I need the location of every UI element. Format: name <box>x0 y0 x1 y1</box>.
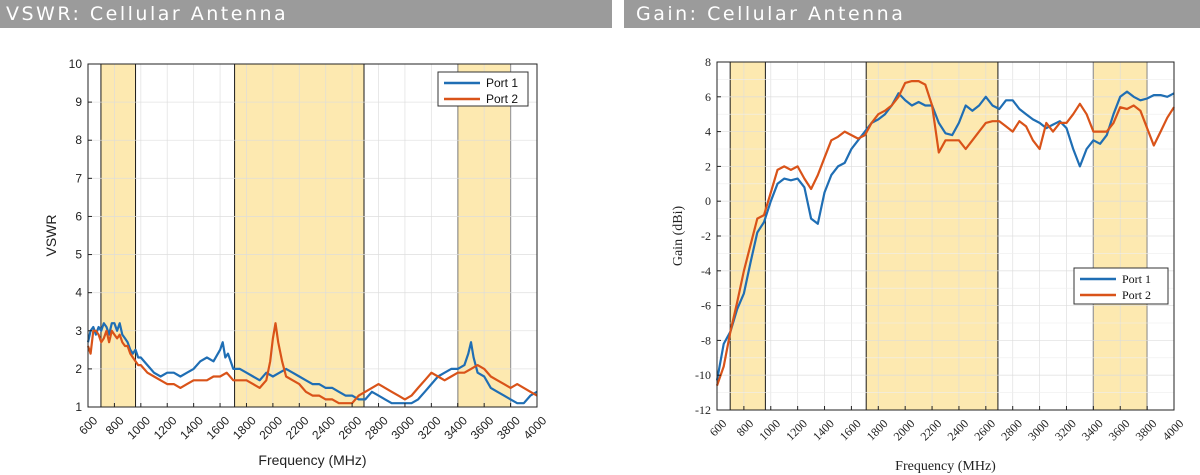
legend-box <box>437 71 529 107</box>
series-line-port-2 <box>86 322 538 405</box>
y-tick-label: -10 <box>695 368 711 382</box>
x-tick-label: 3200 <box>1052 416 1079 443</box>
x-tick-label: 1200 <box>151 413 180 442</box>
y-tick-label: 9 <box>75 95 82 109</box>
y-tick-label: -4 <box>701 264 711 278</box>
series-line-port-1 <box>86 322 538 405</box>
y-tick-label: -6 <box>701 299 711 313</box>
y-tick-label: 4 <box>705 125 711 139</box>
x-tick-label: 2200 <box>283 413 312 442</box>
x-tick-label: 1200 <box>783 416 810 443</box>
plot-frame <box>87 63 538 408</box>
x-tick-label: 1000 <box>124 413 153 442</box>
vswr-chart: 600 8001000120014001600180020002200240026… <box>43 57 550 468</box>
y-tick-label: 3 <box>75 324 82 338</box>
x-tick-label: 3800 <box>494 413 523 442</box>
x-tick-label: 4000 <box>1159 416 1186 443</box>
y-tick-label: -2 <box>701 229 711 243</box>
x-tick-label: 2800 <box>998 416 1025 443</box>
x-tick-label: 2400 <box>309 413 338 442</box>
x-tick-label: 2400 <box>944 416 971 443</box>
x-tick-label: 3000 <box>1025 416 1052 443</box>
x-tick-label: 3600 <box>468 413 497 442</box>
x-tick-label: 1400 <box>810 416 837 443</box>
x-tick-label: 3400 <box>441 413 470 442</box>
x-tick-label: 1400 <box>177 413 206 442</box>
y-tick-label: 2 <box>705 159 711 173</box>
y-tick-label: 6 <box>705 90 711 104</box>
x-tick-label: 3000 <box>389 413 418 442</box>
x-tick-label: 2600 <box>336 413 365 442</box>
y-tick-label: 2 <box>75 362 82 376</box>
y-tick-label: 10 <box>69 57 83 71</box>
series-line-port-1 <box>715 90 1175 381</box>
y-tick-label: 5 <box>75 248 82 262</box>
gain-panel: Gain: Cellular Antenna 600 800 1000 1200 140… <box>624 0 1200 475</box>
y-tick-label: -12 <box>695 403 711 417</box>
x-tick-label: 2600 <box>971 416 998 443</box>
y-tick-label: -8 <box>701 333 711 347</box>
legend-box <box>1073 267 1169 305</box>
x-tick-label: 3400 <box>1079 416 1106 443</box>
x-axis-title: Frequency (MHz) <box>895 459 996 474</box>
gain-header-bar: Gain: Cellular Antenna <box>624 0 1200 28</box>
x-tick-label: 600 <box>76 413 100 437</box>
x-tick-label: 2000 <box>891 416 918 443</box>
x-tick-label: 2800 <box>362 413 391 442</box>
y-tick-label: 8 <box>705 55 711 69</box>
y-tick-label: 7 <box>75 171 82 185</box>
x-tick-label: 1600 <box>204 413 233 442</box>
y-axis-title: VSWR <box>43 215 59 257</box>
legend-label-port-1: Port 1 <box>1122 272 1151 286</box>
gain-chart: 600 800 1000 1200 1400 1600 1800 2000 2200 2400 26… <box>671 55 1186 474</box>
gain-chart-title: Gain: Cellular Antenna <box>636 3 906 25</box>
x-tick-label: 3600 <box>1106 416 1133 443</box>
y-axis-title: Gain (dBi) <box>671 206 686 267</box>
x-axis-title: Frequency (MHz) <box>258 452 366 468</box>
x-tick-label: 1800 <box>864 416 891 443</box>
x-tick-label: 3200 <box>415 413 444 442</box>
y-tick-label: 0 <box>705 194 711 208</box>
x-tick-label: 2200 <box>918 416 945 443</box>
x-tick-label: 4000 <box>521 413 550 442</box>
x-tick-label: 800 <box>103 413 127 437</box>
vswr-panel: VSWR: Cellular Antenna 600 800 1000 1200 140… <box>0 0 612 468</box>
legend-label-port-1: Port 1 <box>486 76 518 90</box>
x-tick-label: 600 <box>707 416 730 439</box>
x-tick-label: 3800 <box>1133 416 1160 443</box>
y-tick-label: 4 <box>75 286 82 300</box>
series-line-port-2 <box>715 79 1175 386</box>
y-tick-label: 8 <box>75 133 82 147</box>
legend-label-port-2: Port 2 <box>486 92 518 106</box>
legend-label-port-2: Port 2 <box>1122 288 1151 302</box>
y-tick-label: 1 <box>75 400 82 414</box>
vswr-header-bar: VSWR: Cellular Antenna <box>0 0 612 28</box>
x-tick-label: 800 <box>734 416 757 439</box>
x-tick-label: 1800 <box>230 413 259 442</box>
x-tick-label: 1600 <box>837 416 864 443</box>
vswr-chart-title: VSWR: Cellular Antenna <box>6 3 289 25</box>
y-tick-label: 6 <box>75 209 82 223</box>
x-tick-label: 1000 <box>756 416 783 443</box>
x-tick-label: 2000 <box>256 413 285 442</box>
